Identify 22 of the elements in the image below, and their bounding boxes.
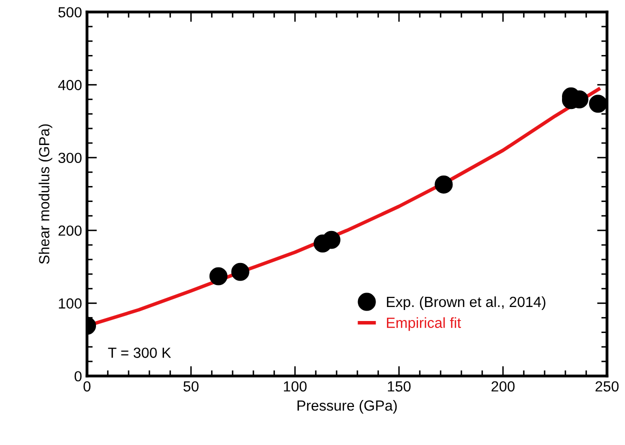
x-tick-label: 0 (84, 381, 90, 392)
point (209, 267, 228, 286)
y-tick-label: 200 (58, 226, 82, 236)
point (434, 176, 453, 194)
annotation: T = 300 K (108, 348, 172, 358)
y-tick-label: 500 (58, 7, 82, 18)
y-tick-label: 400 (58, 80, 82, 90)
legend-label: Exp. (Brown et al., 2014) (386, 296, 546, 310)
x-tick-label: 150 (388, 381, 411, 392)
point (589, 94, 607, 113)
x-tick-label: 250 (596, 381, 619, 392)
y-tick-label: 300 (58, 152, 82, 164)
x-tick-label: 200 (492, 381, 515, 392)
x-tick-label: 50 (183, 381, 199, 392)
y-tick-label: 0 (74, 371, 82, 382)
y-axis-title: Shear modulus (GPa) (38, 124, 52, 264)
legend-label: Empirical fit (386, 317, 462, 331)
point (322, 230, 340, 249)
x-tick-label: 100 (284, 381, 307, 392)
y-tick-label: 100 (58, 298, 82, 309)
x-axis-title: Pressure (GPa) (298, 400, 397, 414)
point (231, 262, 250, 281)
